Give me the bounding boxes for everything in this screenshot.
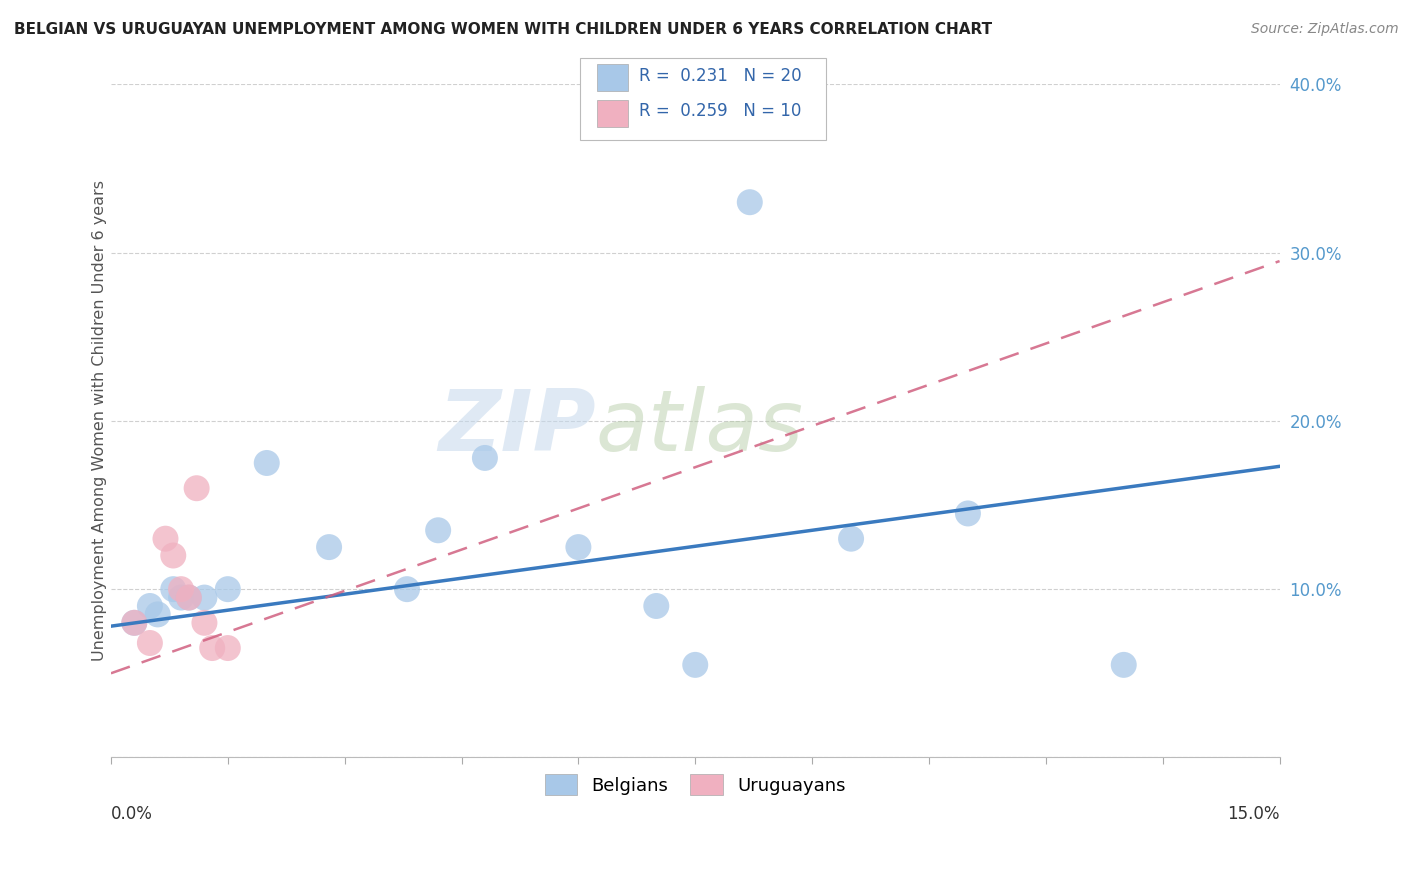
Point	[139, 636, 162, 650]
Point	[177, 591, 200, 605]
Point	[186, 481, 208, 495]
Point	[201, 641, 224, 656]
Text: 15.0%: 15.0%	[1227, 805, 1279, 822]
Legend: Belgians, Uruguayans: Belgians, Uruguayans	[537, 767, 853, 802]
Point	[474, 450, 496, 465]
Point	[318, 540, 340, 554]
Point	[217, 582, 239, 596]
Point	[839, 532, 862, 546]
Text: R =  0.231   N = 20: R = 0.231 N = 20	[640, 67, 801, 85]
Point	[193, 591, 215, 605]
Point	[170, 591, 193, 605]
Y-axis label: Unemployment Among Women with Children Under 6 years: Unemployment Among Women with Children U…	[93, 180, 107, 662]
Point	[124, 615, 146, 630]
Point	[683, 657, 706, 672]
Point	[177, 591, 200, 605]
Text: 0.0%: 0.0%	[111, 805, 153, 822]
Text: ZIP: ZIP	[439, 386, 596, 469]
Point	[155, 532, 177, 546]
Text: R =  0.259   N = 10: R = 0.259 N = 10	[640, 103, 801, 120]
Text: BELGIAN VS URUGUAYAN UNEMPLOYMENT AMONG WOMEN WITH CHILDREN UNDER 6 YEARS CORREL: BELGIAN VS URUGUAYAN UNEMPLOYMENT AMONG …	[14, 22, 993, 37]
Point	[256, 456, 278, 470]
Point	[193, 615, 215, 630]
Point	[1112, 657, 1135, 672]
Text: Source: ZipAtlas.com: Source: ZipAtlas.com	[1251, 22, 1399, 37]
Point	[395, 582, 418, 596]
Point	[645, 599, 668, 613]
Text: atlas: atlas	[596, 386, 804, 469]
Point	[162, 582, 184, 596]
Point	[217, 641, 239, 656]
Point	[124, 615, 146, 630]
Point	[170, 582, 193, 596]
Point	[139, 599, 162, 613]
Point	[427, 523, 450, 537]
Point	[162, 549, 184, 563]
Point	[738, 195, 761, 210]
Point	[956, 507, 979, 521]
Point	[567, 540, 589, 554]
Point	[146, 607, 169, 622]
